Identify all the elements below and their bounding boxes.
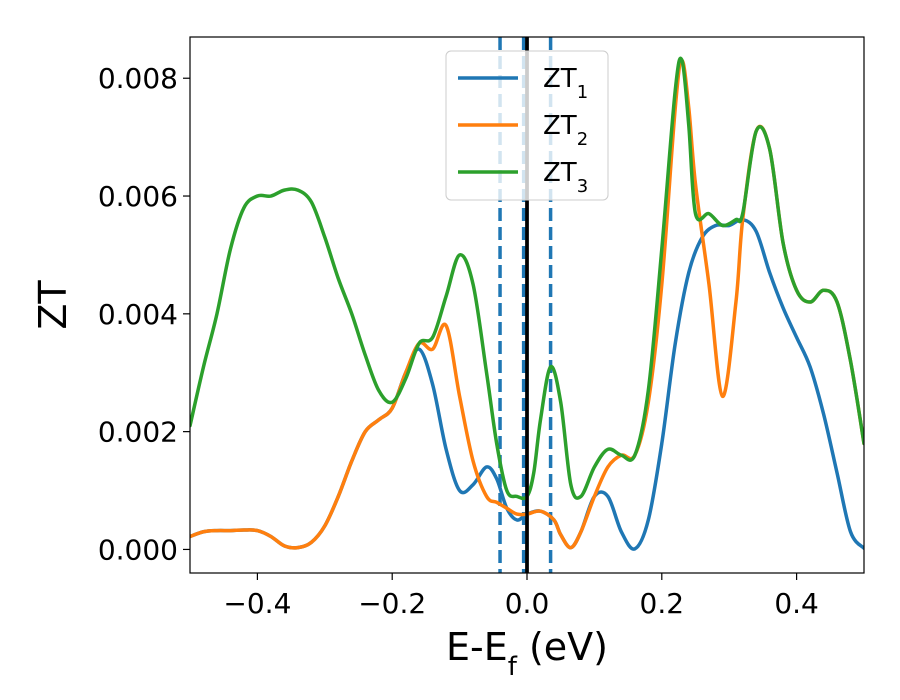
- y-tick-label: 0.006: [98, 180, 178, 213]
- legend-label-zt2: ZT2: [543, 111, 588, 150]
- legend-label-zt3: ZT3: [543, 158, 588, 197]
- y-tick-label: 0.002: [98, 416, 178, 449]
- y-axis-label: ZT: [31, 280, 75, 330]
- series-line-zt3: [190, 56, 864, 501]
- x-tick-label: −0.2: [358, 587, 426, 620]
- plot-frame: [189, 36, 865, 574]
- x-axis-label: E-Ef (eV): [446, 625, 608, 682]
- axis-ticks: −0.4 −0.2 0.0 0.2 0.4 0.000 0.002 0.004 0.006 0.0…: [98, 62, 819, 620]
- y-tick-label: 0.004: [98, 298, 178, 331]
- x-axis-label-unit: (eV): [517, 625, 608, 669]
- legend-box: [445, 50, 609, 201]
- x-tick-label: 0.4: [774, 587, 819, 620]
- x-axis-label-subscript: f: [508, 652, 518, 682]
- legend-label-zt1: ZT1: [543, 64, 588, 103]
- legend: ZT1 ZT2 ZT3: [445, 50, 609, 201]
- y-tick-label: 0.008: [98, 62, 178, 95]
- x-tick-label: 0.0: [505, 587, 550, 620]
- x-axis-label-main: E-E: [446, 625, 508, 669]
- x-tick-label: −0.4: [223, 587, 291, 620]
- y-tick-label: 0.000: [98, 533, 178, 566]
- x-tick-label: 0.2: [640, 587, 685, 620]
